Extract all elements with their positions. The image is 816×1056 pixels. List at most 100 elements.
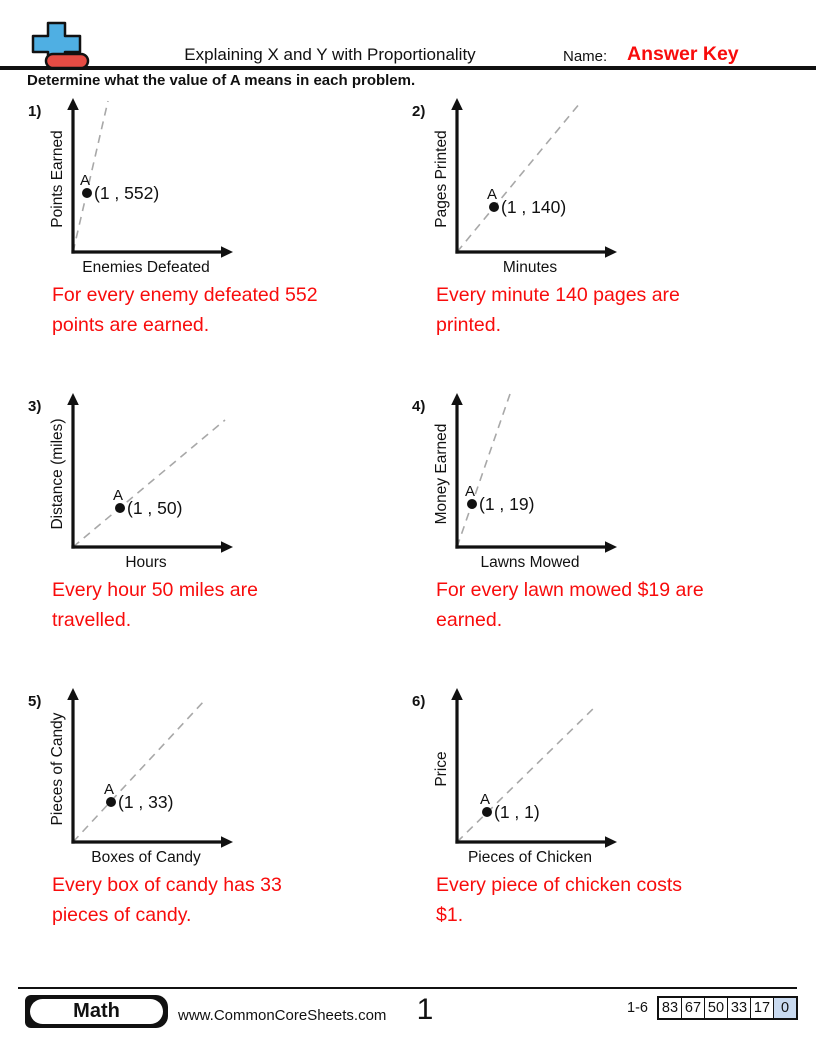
answer-line-2: pieces of candy.	[52, 904, 192, 926]
point-coordinates: (1 , 140)	[501, 197, 566, 217]
answer-line-1: Every piece of chicken costs	[436, 874, 683, 896]
point-a-dot	[106, 797, 116, 807]
trend-line	[72, 699, 206, 843]
score-range-label: 1-6	[627, 1000, 648, 1016]
answer-line-1: For every lawn mowed $19 are	[436, 579, 704, 601]
problems-grid: 1) A (1 , 552) Enemies Defeated Points E…	[28, 95, 772, 980]
answer-line-1: Every box of candy has 33	[52, 874, 282, 896]
point-coordinates: (1 , 50)	[127, 498, 182, 518]
answer-line-2: earned.	[436, 609, 503, 631]
point-a-label: A	[80, 172, 90, 189]
answer-line-2: printed.	[436, 314, 502, 336]
worksheet-title: Explaining X and Y with Proportionality	[184, 45, 476, 64]
y-axis-label: Points Earned	[49, 130, 66, 227]
x-axis-arrow-icon	[221, 836, 233, 848]
answer-line-2: travelled.	[52, 609, 132, 631]
y-axis-arrow-icon	[451, 393, 463, 405]
answer-line-2: points are earned.	[52, 314, 210, 336]
proportionality-graph-5: A (1 , 33) Boxes of Candy Pieces of Cand…	[49, 688, 233, 866]
trend-line	[456, 704, 598, 843]
x-axis-label: Boxes of Candy	[91, 849, 201, 866]
answer-key-text: Answer Key	[627, 43, 739, 65]
instruction-text: Determine what the value of A means in e…	[27, 72, 416, 89]
minus-icon	[44, 52, 90, 70]
x-axis-arrow-icon	[221, 246, 233, 258]
name-label: Name:	[563, 48, 608, 65]
point-coordinates: (1 , 552)	[94, 183, 159, 203]
score-cell: 17	[750, 998, 773, 1018]
page-number: 1	[416, 993, 434, 1026]
score-cell: 33	[727, 998, 750, 1018]
header-divider	[0, 66, 816, 70]
trend-line	[72, 419, 226, 548]
problem-1: 1) A (1 , 552) Enemies Defeated Points E…	[28, 95, 412, 390]
problem-number: 6)	[412, 693, 426, 710]
answer-text: Every box of candy has 33 pieces of candy…	[52, 870, 382, 930]
y-axis-arrow-icon	[67, 688, 79, 700]
point-a-label: A	[465, 483, 475, 500]
point-a-label: A	[104, 781, 114, 798]
score-cell: 50	[704, 998, 727, 1018]
problem-number: 3)	[28, 398, 42, 415]
problem-3: 3) A (1 , 50) Hours Distance (miles) Eve…	[28, 390, 412, 685]
trend-line	[456, 102, 581, 253]
point-coordinates: (1 , 1)	[494, 802, 540, 822]
proportionality-graph-4: A (1 , 19) Lawns Mowed Money Earned	[433, 393, 617, 571]
point-a-label: A	[487, 186, 497, 203]
subject-badge: Math	[25, 995, 168, 1028]
proportionality-graph-3: A (1 , 50) Hours Distance (miles)	[49, 393, 233, 571]
answer-line-1: Every minute 140 pages are	[436, 284, 680, 306]
point-a-dot	[115, 503, 125, 513]
answer-line-2: $1.	[436, 904, 464, 926]
footer-divider	[18, 987, 797, 989]
point-a-label: A	[480, 791, 490, 808]
commoncoresheets-logo	[31, 21, 90, 70]
x-axis-arrow-icon	[605, 246, 617, 258]
point-a-label: A	[113, 487, 123, 504]
point-a-dot	[82, 188, 92, 198]
x-axis-arrow-icon	[605, 541, 617, 553]
subject-label: Math	[30, 999, 163, 1024]
x-axis-label: Minutes	[503, 259, 558, 276]
answer-line-1: For every enemy defeated 552	[52, 284, 318, 306]
answer-line-1: Every hour 50 miles are	[52, 579, 258, 601]
problem-number: 4)	[412, 398, 426, 415]
problem-number: 2)	[412, 103, 426, 120]
problem-5: 5) A (1 , 33) Boxes of Candy Pieces of C…	[28, 685, 412, 980]
answer-text: For every enemy defeated 552 points are e…	[52, 280, 382, 340]
problem-4: 4) A (1 , 19) Lawns Mowed Money Earned F…	[412, 390, 772, 685]
x-axis-label: Lawns Mowed	[480, 554, 579, 571]
y-axis-arrow-icon	[67, 98, 79, 110]
y-axis-label: Pieces of Candy	[49, 712, 66, 825]
x-axis-arrow-icon	[221, 541, 233, 553]
answer-text: Every piece of chicken costs $1.	[436, 870, 766, 930]
point-coordinates: (1 , 19)	[479, 494, 534, 514]
score-cell: 67	[681, 998, 704, 1018]
problem-number: 5)	[28, 693, 42, 710]
y-axis-arrow-icon	[451, 98, 463, 110]
y-axis-label: Money Earned	[433, 424, 450, 525]
trend-line	[72, 100, 109, 253]
answer-text: Every hour 50 miles are travelled.	[52, 575, 382, 635]
y-axis-arrow-icon	[451, 688, 463, 700]
y-axis-arrow-icon	[67, 393, 79, 405]
x-axis-label: Pieces of Chicken	[468, 849, 592, 866]
proportionality-graph-6: A (1 , 1) Pieces of Chicken Price	[433, 688, 617, 866]
score-cell: 83	[661, 1000, 679, 1016]
proportionality-graph-1: A (1 , 552) Enemies Defeated Points Earn…	[49, 98, 233, 276]
problem-number: 1)	[28, 103, 42, 120]
y-axis-label: Pages Printed	[433, 130, 450, 227]
point-coordinates: (1 , 33)	[118, 792, 173, 812]
score-cell-highlighted: 0	[773, 998, 796, 1018]
website-url: www.CommonCoreSheets.com	[178, 1007, 387, 1024]
y-axis-label: Price	[433, 751, 450, 786]
answer-text: Every minute 140 pages are printed.	[436, 280, 766, 340]
proportionality-graph-2: A (1 , 140) Minutes Pages Printed	[433, 98, 617, 276]
x-axis-label: Enemies Defeated	[82, 259, 210, 276]
point-a-dot	[467, 499, 477, 509]
answer-text: For every lawn mowed $19 are earned.	[436, 575, 766, 635]
problem-2: 2) A (1 , 140) Minutes Pages Printed Eve…	[412, 95, 772, 390]
point-a-dot	[489, 202, 499, 212]
y-axis-label: Distance (miles)	[49, 418, 66, 529]
